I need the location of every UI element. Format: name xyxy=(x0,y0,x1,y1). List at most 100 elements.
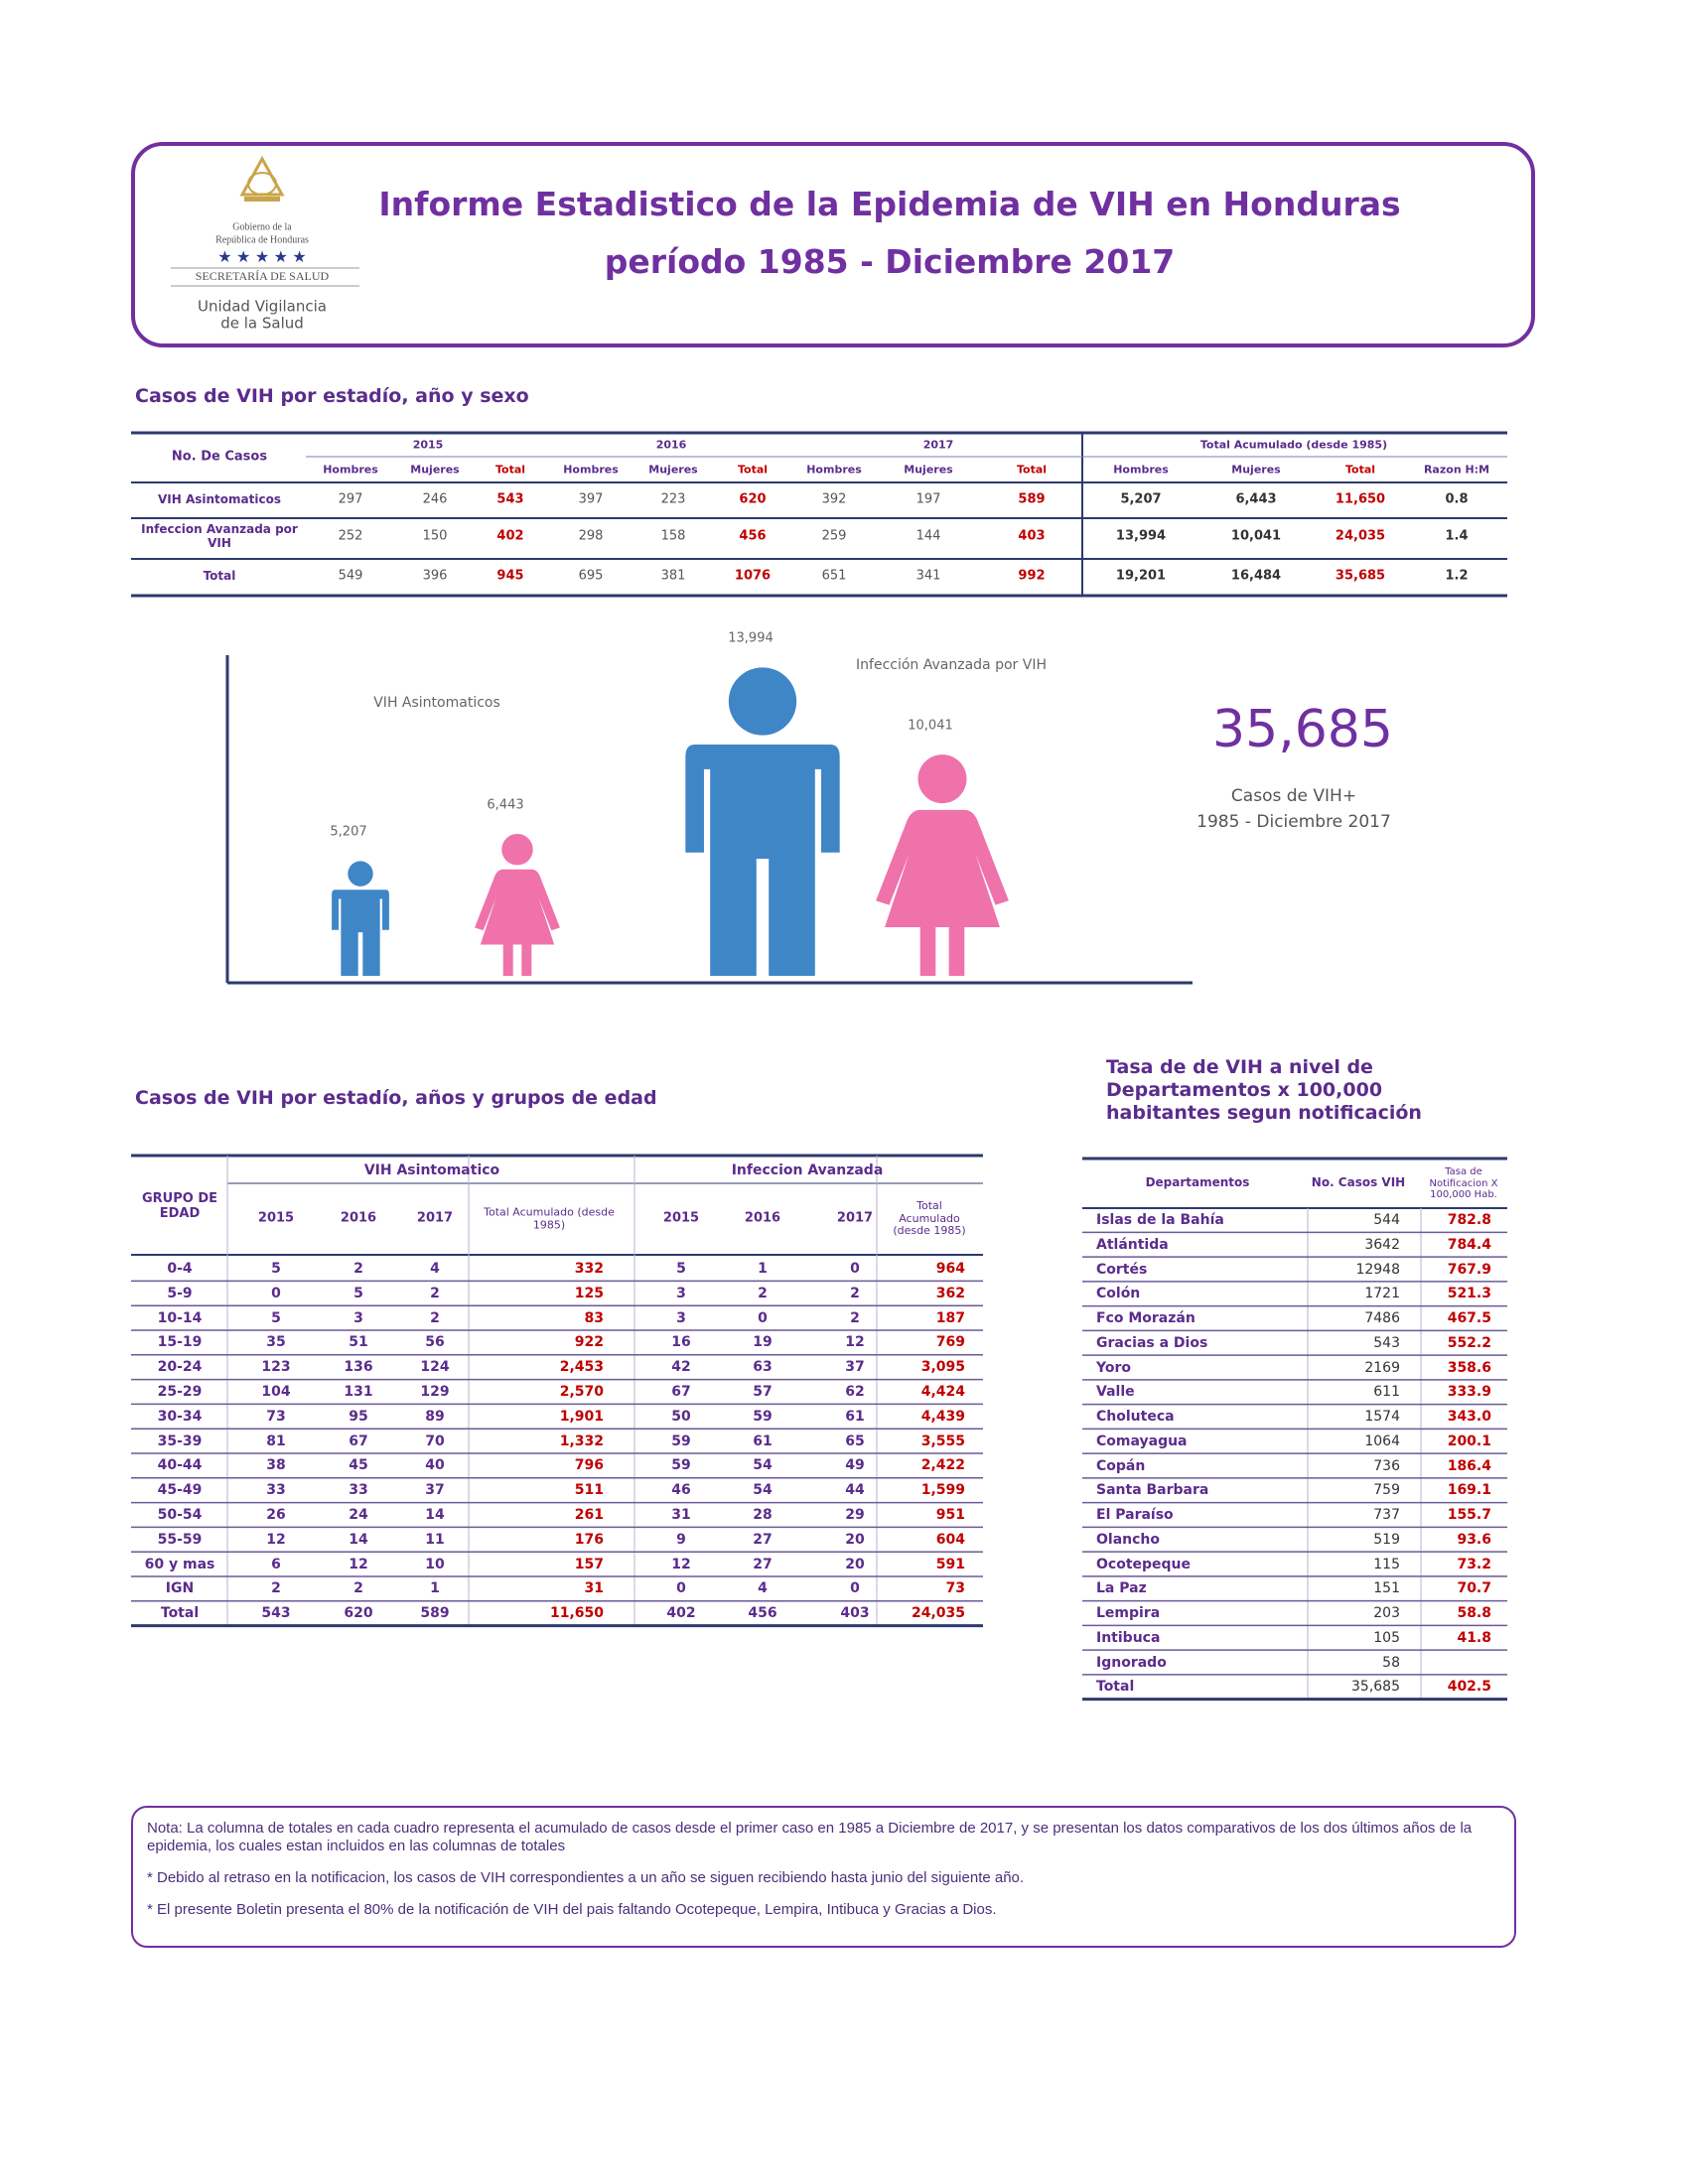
column-header: 2017 xyxy=(416,1210,454,1226)
row-label: Infeccion Avanzada por VIH xyxy=(141,522,298,550)
section-title: Departamentos x 100,000 xyxy=(1106,1079,1383,1102)
cell: 1721 xyxy=(1364,1286,1400,1302)
cell: 0.8 xyxy=(1445,491,1469,507)
cell: 186.4 xyxy=(1447,1457,1491,1474)
cell: 333.9 xyxy=(1447,1384,1491,1401)
cell: 73 xyxy=(266,1408,286,1425)
cell: 20 xyxy=(845,1531,865,1548)
row-label: Yoro xyxy=(1096,1359,1131,1376)
cell: 543 xyxy=(1373,1334,1400,1351)
logo-text: SECRETARÍA DE SALUD xyxy=(195,269,330,284)
cell: 2 xyxy=(758,1285,768,1301)
row-label: Intibuca xyxy=(1096,1629,1161,1646)
group-header: 2015 xyxy=(412,438,444,452)
cell: 2,453 xyxy=(559,1359,604,1376)
cell: 392 xyxy=(821,491,847,507)
cell: 521.3 xyxy=(1447,1286,1491,1302)
row-label: Copán xyxy=(1096,1457,1146,1474)
cell: 2 xyxy=(430,1285,440,1301)
unit-text: Unidad Vigilancia xyxy=(198,297,327,316)
cell: 2 xyxy=(850,1285,860,1301)
cell: 31 xyxy=(584,1580,604,1597)
cell: 150 xyxy=(422,528,448,544)
cell: 620 xyxy=(344,1605,373,1622)
column-header: Tasa de Notificacion X 100,000 Hab. xyxy=(1429,1165,1498,1200)
column-header: Total Acumulado (desde 1985) xyxy=(893,1199,966,1238)
cell: 2 xyxy=(430,1309,440,1326)
cell: 1.4 xyxy=(1445,528,1469,544)
cell: 737 xyxy=(1373,1506,1400,1523)
cell: 26 xyxy=(266,1506,286,1523)
cell: 62 xyxy=(845,1383,865,1400)
cell: 5 xyxy=(271,1309,281,1326)
cell: 736 xyxy=(1373,1457,1400,1474)
cell: 2 xyxy=(353,1580,363,1597)
cell: 759 xyxy=(1373,1482,1400,1499)
cell: 12 xyxy=(266,1531,286,1548)
row-label: 35-39 xyxy=(157,1433,203,1449)
cell: 40 xyxy=(425,1457,445,1474)
cell: 341 xyxy=(915,568,941,584)
cell: 157 xyxy=(574,1556,604,1572)
column-header: Total xyxy=(1344,463,1376,477)
cell: 796 xyxy=(574,1457,604,1474)
cell: 3,555 xyxy=(920,1433,965,1449)
cell: 397 xyxy=(578,491,604,507)
cell: 67 xyxy=(671,1383,691,1400)
cell: 5 xyxy=(353,1285,363,1301)
value-label: 10,041 xyxy=(908,718,953,734)
note-box: Nota: La columna de totales en cada cuad… xyxy=(131,1806,1516,1948)
column-header: Hombres xyxy=(323,463,378,477)
cell: 2,570 xyxy=(559,1383,604,1400)
cell: 19,201 xyxy=(1115,568,1167,584)
cell: 403 xyxy=(840,1605,870,1622)
column-header: Mujeres xyxy=(410,463,460,477)
cell: 456 xyxy=(739,528,767,544)
cell: 54 xyxy=(753,1482,773,1499)
column-header: 2017 xyxy=(836,1210,874,1226)
cell: 70 xyxy=(425,1433,445,1449)
section-title: Casos de VIH por estadío, año y sexo xyxy=(135,385,529,408)
cell: 203 xyxy=(1373,1604,1400,1621)
group-header: Infeccion Avanzada xyxy=(731,1161,884,1178)
series-label: VIH Asintomaticos xyxy=(373,694,500,711)
cell: 197 xyxy=(915,491,941,507)
cell: 61 xyxy=(753,1433,773,1449)
cell: 4,439 xyxy=(920,1408,965,1425)
cell: 105 xyxy=(1373,1629,1400,1646)
total-caption: Casos de VIH+ xyxy=(1230,786,1357,807)
cell: 12948 xyxy=(1355,1261,1400,1278)
cell: 3 xyxy=(676,1285,686,1301)
cell: 45 xyxy=(349,1457,368,1474)
cell: 65 xyxy=(845,1433,865,1449)
column-header: No. Casos VIH xyxy=(1311,1175,1406,1190)
header-box xyxy=(131,142,1535,347)
cell: 7486 xyxy=(1364,1309,1400,1326)
group-header: 2016 xyxy=(655,438,687,452)
cell: 3 xyxy=(353,1309,363,1326)
cell: 58.8 xyxy=(1457,1604,1491,1621)
cell: 129 xyxy=(420,1383,450,1400)
column-header: Hombres xyxy=(563,463,619,477)
total-number: 35,685 xyxy=(1212,700,1393,760)
cell: 49 xyxy=(845,1457,865,1474)
cell: 50 xyxy=(671,1408,691,1425)
row-label: Lempira xyxy=(1096,1604,1161,1621)
column-header: Hombres xyxy=(806,463,862,477)
cell: 33 xyxy=(266,1482,286,1499)
cell: 511 xyxy=(574,1482,604,1499)
cell: 16 xyxy=(671,1334,691,1351)
cell: 169.1 xyxy=(1447,1482,1491,1499)
cell: 67 xyxy=(349,1433,368,1449)
column-header: Total xyxy=(494,463,526,477)
cell: 9 xyxy=(676,1531,686,1548)
cell: 27 xyxy=(753,1556,773,1572)
cell: 403 xyxy=(1018,528,1046,544)
row-label: Choluteca xyxy=(1096,1408,1175,1425)
note-paragraph: * Debido al retraso en la notificacion, … xyxy=(147,1869,1025,1886)
cell: 20 xyxy=(845,1556,865,1572)
row-label: 40-44 xyxy=(157,1457,203,1474)
cell: 5 xyxy=(676,1260,686,1277)
cell: 964 xyxy=(935,1260,965,1277)
cell: 604 xyxy=(935,1531,965,1548)
